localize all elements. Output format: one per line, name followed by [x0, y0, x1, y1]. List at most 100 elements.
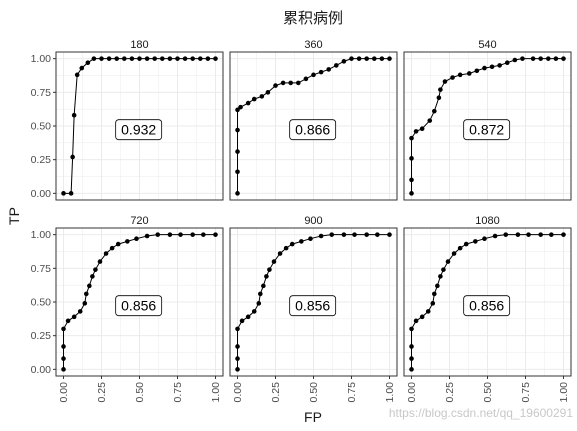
roc-point	[245, 100, 251, 106]
roc-point	[341, 59, 347, 64]
roc-point	[435, 283, 440, 289]
roc-point	[235, 191, 240, 196]
roc-point	[436, 95, 442, 101]
roc-point	[530, 56, 536, 61]
facet-panel-1080: 1080 0.856 0.00 0.25 0.50 0.75 1.00	[403, 215, 572, 403]
x-tick-label: 1.00	[210, 382, 222, 403]
roc-point	[235, 169, 240, 175]
roc-point	[167, 56, 173, 61]
roc-point	[65, 318, 71, 324]
y-tick-label: 0.00	[31, 188, 52, 200]
roc-point	[451, 251, 457, 256]
roc-point	[515, 232, 521, 237]
y-tick-label: 0.25	[31, 330, 52, 342]
roc-point	[409, 326, 414, 332]
y-tick-label: 0.50	[31, 297, 52, 309]
roc-point	[318, 233, 324, 239]
roc-point	[549, 232, 554, 237]
roc-point	[197, 56, 203, 61]
x-axis-title: FP	[304, 409, 322, 425]
roc-point	[409, 356, 414, 361]
roc-point	[413, 318, 419, 324]
roc-point	[129, 56, 135, 61]
facet-panel-360: 360 0.866	[229, 39, 398, 201]
roc-point	[473, 239, 478, 244]
auc-label-box	[115, 119, 163, 141]
roc-point	[201, 232, 206, 237]
roc-point	[235, 326, 240, 332]
roc-point	[438, 87, 443, 92]
roc-point	[84, 291, 89, 297]
roc-point	[561, 232, 566, 237]
x-tick-label: 0.50	[308, 382, 320, 403]
roc-point	[419, 314, 425, 320]
roc-point	[441, 267, 446, 272]
roc-point	[97, 259, 103, 264]
roc-point	[245, 314, 251, 320]
roc-point	[261, 283, 266, 289]
roc-point	[450, 75, 455, 80]
roc-point	[438, 274, 443, 279]
roc-point	[489, 64, 495, 70]
roc-point	[520, 56, 525, 61]
roc-point	[387, 56, 392, 61]
roc-point	[283, 245, 289, 251]
roc-point	[466, 71, 472, 76]
x-tick-label: 0.50	[482, 382, 494, 403]
roc-point	[341, 232, 347, 237]
roc-point	[235, 149, 240, 154]
roc-point	[152, 56, 157, 61]
auc-label: 0.932	[121, 122, 156, 138]
roc-point	[280, 80, 286, 86]
facet-panel-540: 540 0.872	[403, 39, 572, 201]
roc-point	[333, 63, 339, 68]
roc-point	[87, 283, 92, 289]
roc-point	[79, 65, 85, 71]
y-tick-label: 0.50	[31, 121, 52, 133]
auc-label-box	[463, 119, 511, 141]
roc-point	[538, 56, 543, 61]
roc-point	[409, 367, 414, 372]
auc-label-box	[115, 295, 163, 317]
roc-point	[238, 104, 243, 110]
roc-point	[190, 232, 195, 237]
roc-point	[326, 67, 331, 72]
roc-point	[235, 127, 240, 133]
roc-point	[427, 118, 433, 123]
roc-point	[375, 232, 380, 237]
roc-point	[256, 301, 262, 306]
watermark: https://blog.csdn.net/qq_19600291	[389, 406, 573, 420]
strip-label: 540	[478, 39, 496, 51]
facet-panel-180: 180 0.932 0.00 0.25 0.50 0.75 1.00	[31, 39, 224, 201]
auc-label-box	[463, 295, 511, 317]
auc-label-box	[289, 295, 337, 317]
y-tick-label: 0.00	[31, 364, 52, 376]
x-tick-label: 1.00	[384, 382, 396, 403]
roc-point	[251, 309, 257, 314]
roc-point	[364, 56, 369, 61]
roc-point	[432, 108, 437, 114]
auc-label-box	[289, 119, 337, 141]
roc-point	[474, 68, 480, 74]
y-tick-label: 0.75	[31, 87, 52, 99]
roc-point	[364, 232, 369, 237]
roc-point	[561, 56, 566, 61]
roc-point	[277, 251, 283, 256]
y-tick-label: 1.00	[31, 229, 52, 241]
roc-point	[538, 232, 543, 237]
x-tick-label: 0.75	[346, 382, 358, 403]
roc-point	[264, 274, 269, 279]
roc-point	[74, 72, 80, 78]
roc-point	[61, 367, 66, 372]
x-tick-label: 0.25	[444, 382, 456, 403]
panel-border	[403, 51, 572, 201]
facet-panels: 180 0.932 0.00 0.25 0.50 0.75 1.00 360 0.866 540 0…	[31, 39, 572, 403]
roc-point	[239, 318, 245, 324]
roc-point	[463, 241, 469, 247]
roc-point	[155, 232, 161, 237]
x-tick-label: 0.25	[270, 382, 282, 403]
roc-point	[190, 56, 195, 61]
roc-point	[303, 76, 309, 82]
roc-point	[61, 191, 66, 196]
